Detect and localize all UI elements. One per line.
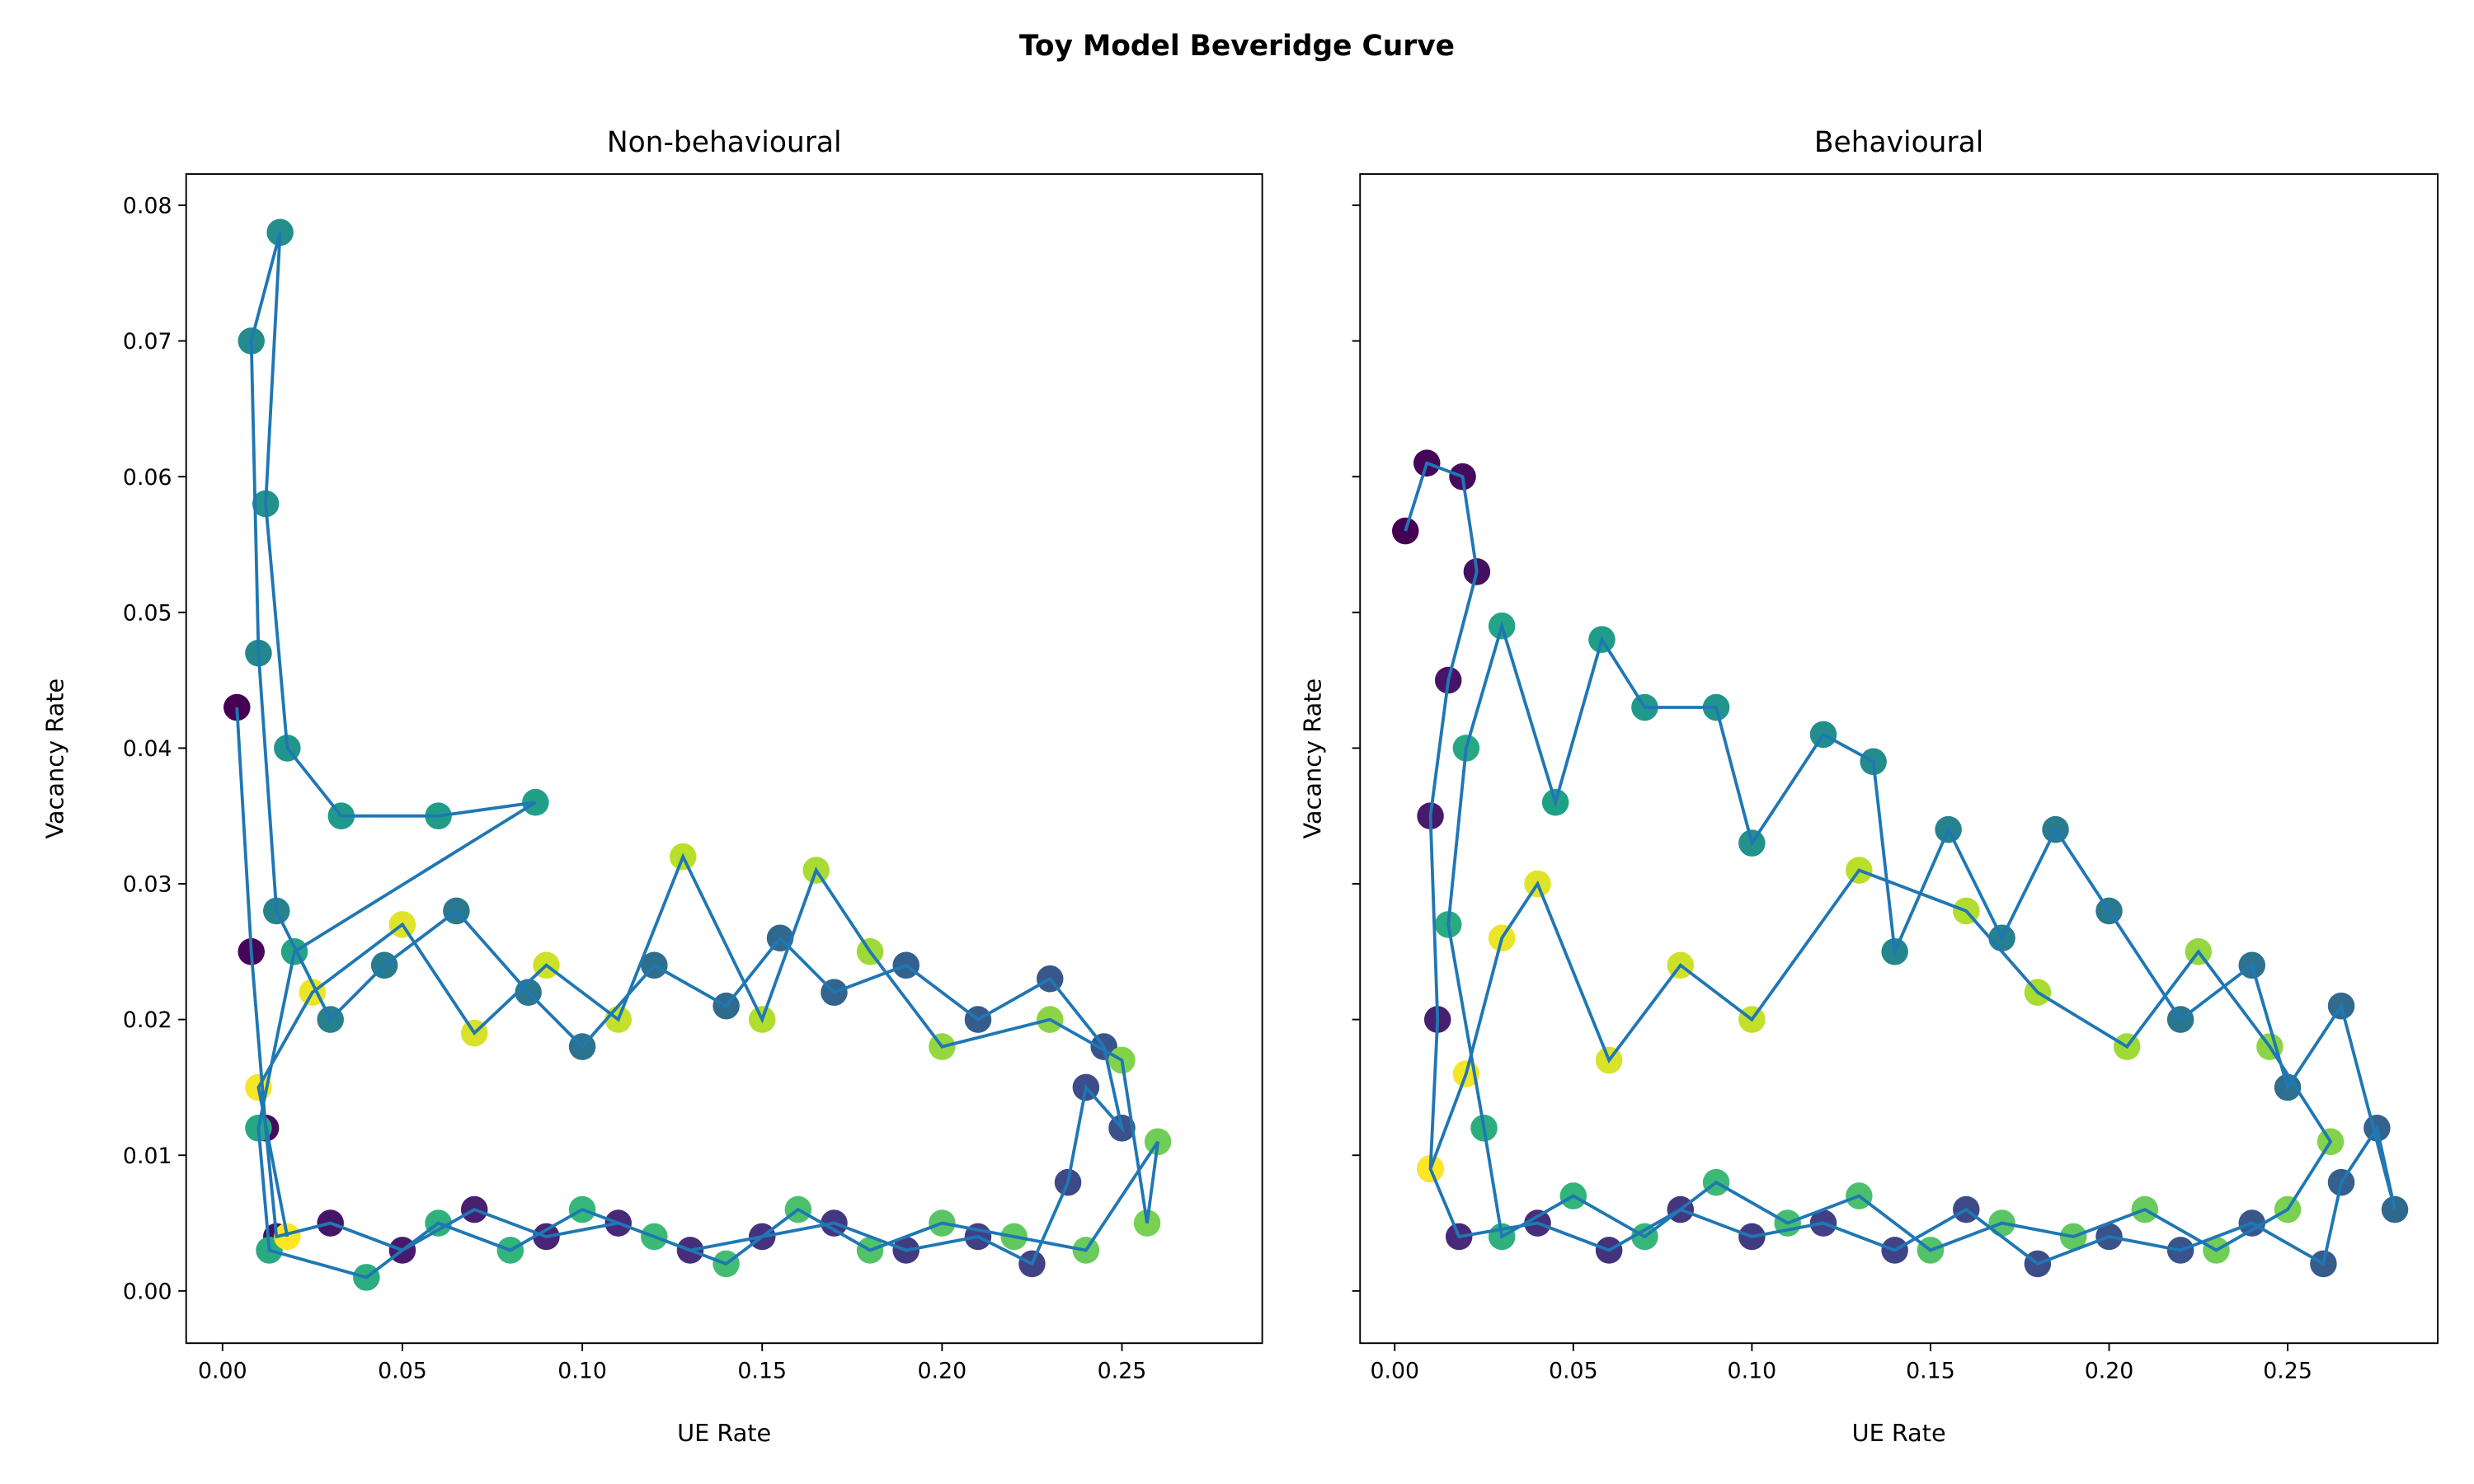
x-tick-label: 0.10 [1728, 1358, 1777, 1383]
y-tick-label: 0.05 [123, 600, 172, 626]
y-tick-label: 0.03 [123, 872, 172, 898]
x-axis-label: UE Rate [1852, 1419, 1946, 1447]
y-axis-label: Vacancy Rate [1298, 679, 1326, 839]
y-tick-label: 0.06 [123, 465, 172, 491]
axes-title: Behavioural [1814, 126, 1983, 159]
y-tick-label: 0.08 [123, 194, 172, 219]
x-tick-label: 0.00 [1370, 1358, 1419, 1383]
y-tick-label: 0.01 [123, 1144, 172, 1169]
plot-area [223, 218, 1172, 1291]
y-tick-label: 0.04 [123, 736, 172, 762]
x-tick-label: 0.25 [1098, 1358, 1147, 1383]
x-axis-label: UE Rate [677, 1419, 771, 1447]
y-tick-label: 0.07 [123, 329, 172, 355]
trajectory-line [1404, 461, 2396, 1266]
y-tick-label: 0.02 [123, 1007, 172, 1033]
x-tick-label: 0.20 [2085, 1358, 2134, 1383]
y-axis-label: Vacancy Rate [41, 679, 69, 839]
figure-title: Toy Model Beveridge Curve [1019, 30, 1455, 63]
x-tick-label: 0.25 [2263, 1358, 2312, 1383]
x-tick-label: 0.10 [557, 1358, 607, 1383]
axes-frame [185, 173, 1263, 1345]
x-tick-label: 0.15 [1906, 1358, 1955, 1383]
axes-frame [1359, 173, 2439, 1345]
x-tick-label: 0.00 [198, 1358, 247, 1383]
x-tick-label: 0.15 [737, 1358, 787, 1383]
y-tick-label: 0.00 [123, 1279, 172, 1304]
trajectory-line [235, 232, 1159, 1280]
x-tick-label: 0.05 [1549, 1358, 1598, 1383]
x-tick-label: 0.05 [378, 1358, 427, 1383]
axes-title: Non-behavioural [607, 126, 842, 159]
plot-area [1391, 449, 2409, 1278]
x-tick-label: 0.20 [918, 1358, 967, 1383]
